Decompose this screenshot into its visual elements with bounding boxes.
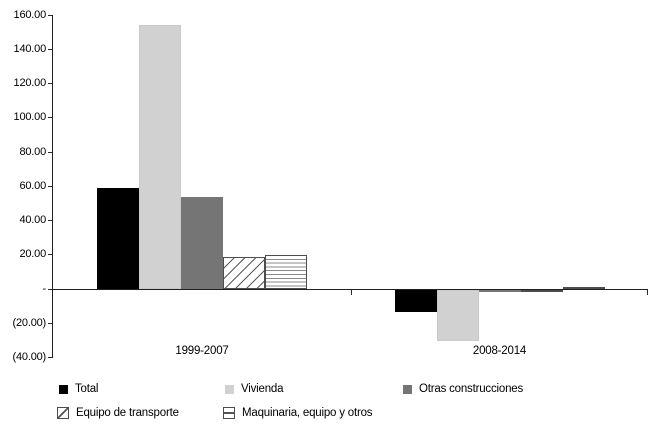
y-tick-label: 140.00 (13, 42, 47, 55)
bar-vivienda-2008-2014 (436, 290, 479, 341)
y-tick-label: 120.00 (13, 77, 47, 89)
y-tick-label: 20.00 (19, 248, 46, 261)
y-tick-mark (48, 288, 53, 290)
y-tick-mark (48, 254, 53, 256)
y-tick-label: 100.00 (13, 111, 47, 124)
y-tick-mark (48, 357, 53, 358)
bar-vivienda-1999-2007 (139, 25, 181, 289)
legend-item-maquinaria-equipo-y-otros: Maquinaria, equipo y otros (223, 406, 373, 420)
y-tick-label: - (42, 282, 47, 295)
y-tick-mark (48, 83, 53, 84)
legend-label: Otras construcciones (419, 383, 524, 395)
y-tick-mark (48, 322, 53, 324)
legend-swatch-equipo-de-transporte (57, 407, 69, 419)
legend-swatch-vivienda (225, 384, 234, 394)
legend-swatch-otras-construcciones (403, 384, 412, 394)
legend-swatch-maquinaria-equipo-y-otros (223, 407, 235, 419)
y-tick-mark (48, 48, 53, 50)
legend-label: Maquinaria, equipo y otros (242, 407, 373, 419)
bar-maquinaria-equipo-y-otros-1999-2007 (265, 255, 307, 289)
bar-maquinaria-equipo-y-otros-2008-2014 (562, 286, 605, 289)
y-tick-label: (20.00) (12, 316, 47, 329)
legend-item-equipo-de-transporte: Equipo de transporte (57, 406, 179, 420)
y-tick-mark (48, 220, 53, 221)
y-tick-label: 60.00 (19, 179, 46, 192)
bar-otras-construcciones-1999-2007 (181, 197, 223, 289)
y-tick-mark (48, 14, 53, 16)
y-tick-label: 160.00 (13, 8, 47, 21)
x-axis-line (53, 289, 648, 290)
y-tick-mark (48, 185, 53, 187)
legend-label: Vivienda (241, 383, 284, 395)
x-tick-mark (647, 290, 648, 295)
category-label-2008-2014: 2008-2014 (472, 345, 527, 357)
bar-equipo-de-transporte-2008-2014 (520, 290, 563, 292)
y-tick-mark (48, 117, 53, 119)
legend-item-otras-construcciones: Otras construcciones (403, 382, 523, 396)
y-axis-line (52, 15, 53, 358)
y-tick-label: 80.00 (19, 145, 46, 158)
category-label-1999-2007: 1999-2007 (175, 345, 229, 357)
legend-label: Equipo de transporte (76, 407, 179, 419)
y-tick-mark (48, 151, 53, 153)
y-tick-label: (40.00) (12, 351, 47, 363)
legend-item-total: Total (59, 382, 98, 396)
bar-equipo-de-transporte-1999-2007 (223, 257, 265, 289)
bar-otras-construcciones-2008-2014 (478, 290, 521, 293)
legend-label: Total (75, 383, 99, 395)
y-tick-label: 40.00 (19, 214, 46, 226)
x-tick-mark (350, 290, 352, 295)
legend-swatch-total (59, 384, 68, 394)
bar-total-2008-2014 (394, 290, 437, 312)
legend-item-vivienda: Vivienda (225, 382, 284, 396)
bar-total-1999-2007 (97, 188, 139, 289)
